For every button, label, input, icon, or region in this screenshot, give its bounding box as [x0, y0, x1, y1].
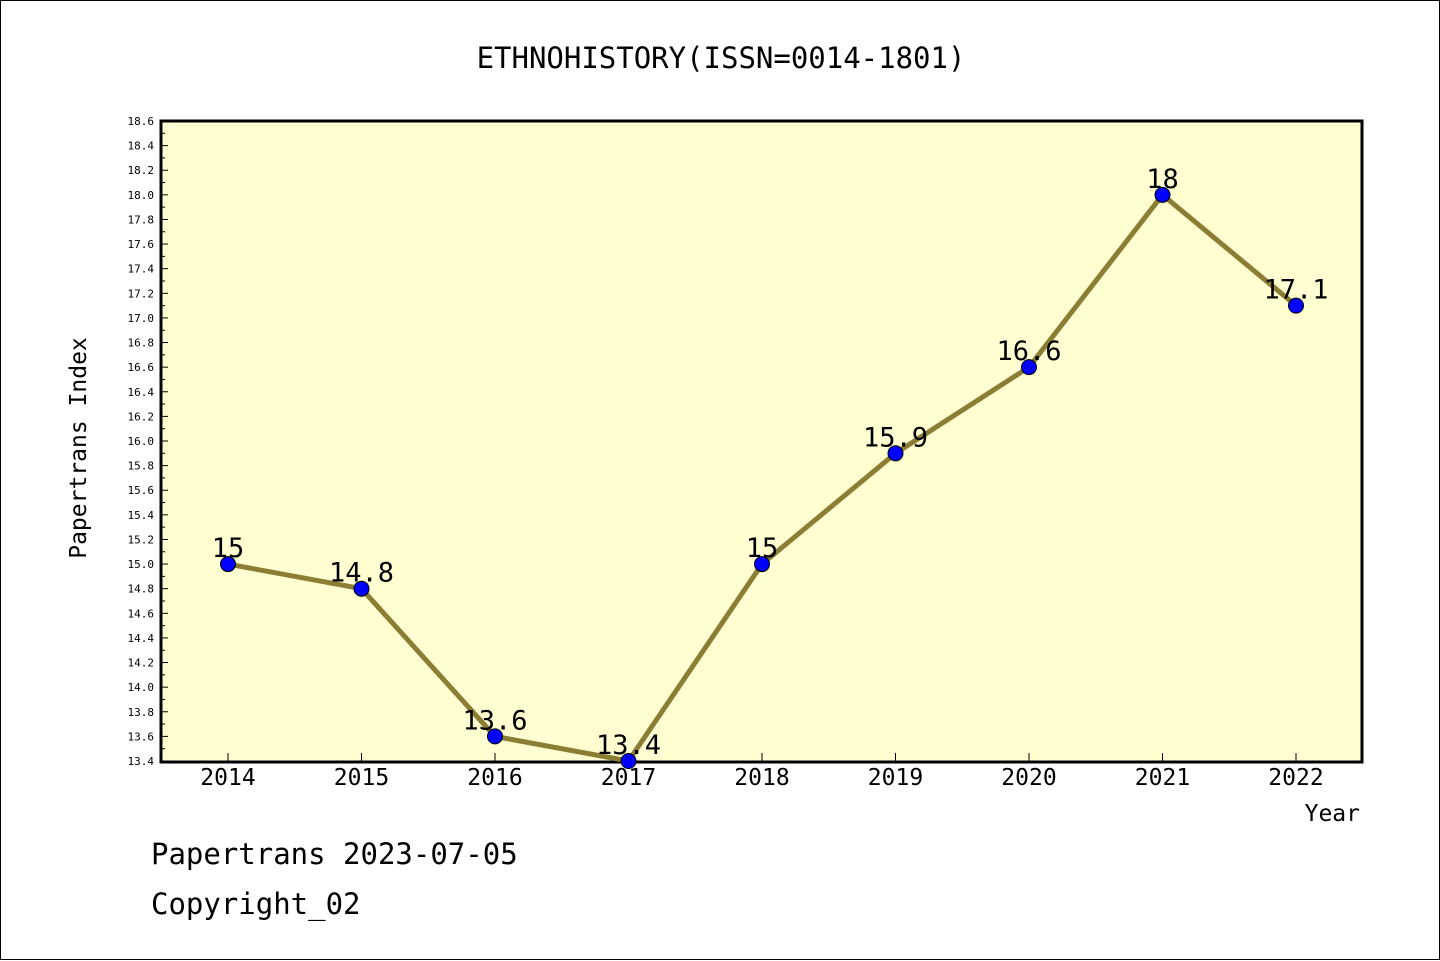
y-tick-label: 18.4	[128, 140, 155, 153]
footer-date-label: Papertrans 2023-07-05	[151, 837, 518, 871]
x-axis: 2014 2015 2016 2017 2018 2019 2020 2021 2022	[200, 753, 1324, 791]
x-tick-label: 2022	[1268, 765, 1323, 791]
y-tick-label: 15.8	[128, 460, 155, 473]
data-point	[220, 556, 236, 573]
data-label: 13.6	[462, 705, 527, 736]
y-tick-label: 16.0	[128, 435, 155, 448]
y-tick-label: 13.8	[128, 706, 155, 719]
y-tick-label: 15.6	[128, 484, 155, 497]
x-tick-label: 2014	[200, 765, 255, 791]
y-tick-label: 17.4	[128, 263, 155, 276]
data-point	[353, 580, 370, 597]
y-tick-label: 14.4	[128, 632, 155, 645]
y-tick-label: 14.2	[128, 657, 155, 670]
data-label: 14.8	[329, 558, 394, 589]
y-tick-label: 15.4	[128, 509, 155, 522]
data-label: 16.6	[996, 336, 1061, 367]
y-tick-label: 16.2	[128, 410, 155, 423]
data-point	[1154, 186, 1171, 203]
y-tick-label: 17.8	[128, 213, 155, 226]
data-label: 15	[746, 533, 779, 564]
y-axis-label: Papertrans Index	[66, 337, 92, 559]
data-label: 17.1	[1263, 275, 1328, 306]
data-point	[1288, 297, 1304, 314]
y-tick-label: 13.6	[128, 730, 155, 743]
x-tick-label: 2017	[601, 765, 656, 791]
data-label: 15.9	[863, 422, 928, 453]
y-tick-label: 14.0	[128, 681, 155, 694]
y-axis: 13.4 13.6 13.8 14.0 14.2 14.4 14.6 14.8 15.0 15.2…	[128, 115, 168, 768]
y-tick-label: 16.6	[128, 361, 155, 374]
x-tick-label: 2020	[1001, 765, 1056, 791]
data-point	[620, 753, 637, 769]
y-tick-label: 17.0	[128, 312, 155, 325]
plot-area	[159, 119, 1364, 764]
y-tick-label: 15.2	[128, 533, 155, 546]
chart-title: ETHNOHISTORY(ISSN=0014-1801)	[477, 41, 966, 75]
y-tick-label: 18.6	[128, 115, 155, 128]
y-tick-label: 18.0	[128, 189, 155, 202]
x-tick-label: 2015	[334, 765, 389, 791]
x-tick-label: 2018	[734, 765, 789, 791]
data-point	[1021, 359, 1037, 376]
x-tick-label: 2016	[467, 765, 522, 791]
data-label: 15	[212, 533, 245, 564]
y-tick-label: 14.6	[128, 607, 155, 620]
data-label: 18	[1146, 164, 1179, 195]
y-tick-label: 16.4	[128, 386, 155, 399]
y-tick-label: 17.6	[128, 238, 155, 251]
x-tick-label: 2019	[868, 765, 923, 791]
data-point	[754, 556, 770, 573]
data-label: 13.4	[596, 730, 661, 761]
y-tick-label: 14.8	[128, 583, 155, 596]
data-point	[487, 728, 503, 745]
y-tick-label: 18.2	[128, 164, 155, 177]
y-tick-label: 13.4	[128, 755, 155, 768]
data-point	[887, 445, 904, 462]
y-tick-label: 16.8	[128, 337, 155, 350]
y-tick-label: 17.2	[128, 287, 155, 300]
x-tick-label: 2021	[1135, 765, 1190, 791]
y-tick-label: 15.0	[128, 558, 155, 571]
x-axis-label: Year	[1305, 801, 1360, 827]
series-layer: 15 14.8 13.6 13.4 15 15.9 16.6 18 17.1	[212, 164, 1329, 769]
footer-copyright-label: Copyright_02	[151, 887, 361, 921]
